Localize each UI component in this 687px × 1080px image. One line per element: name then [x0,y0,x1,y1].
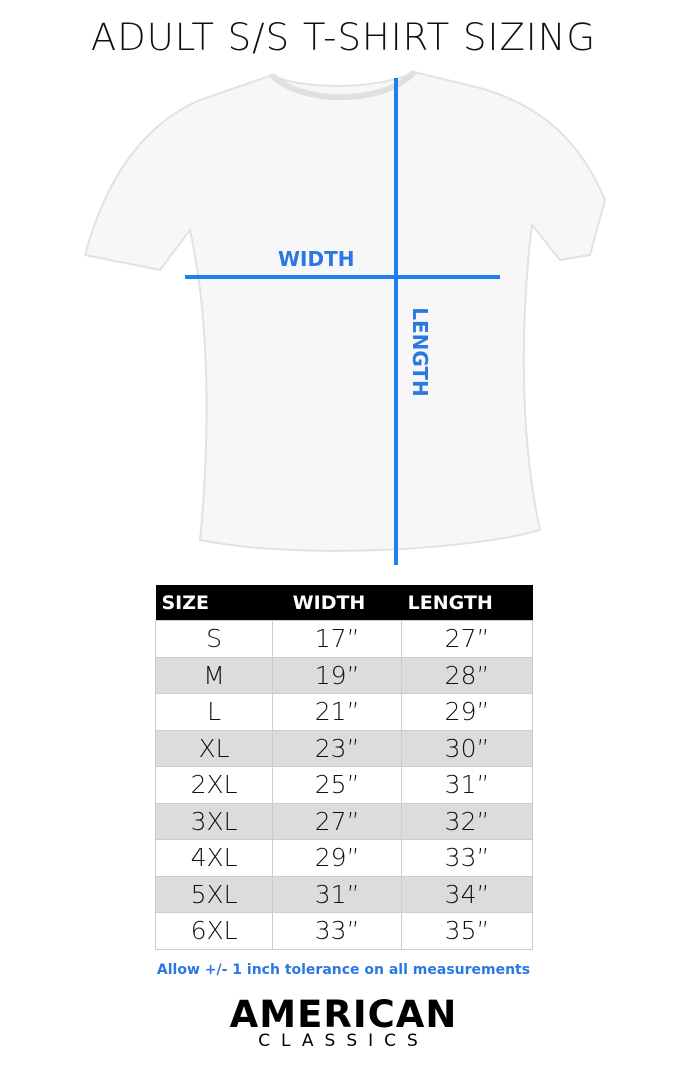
length-label: LENGTH [408,307,432,397]
size-cell: S [154,620,274,658]
size-cell: 2XL [154,766,274,804]
table-header: SIZE WIDTH LENGTH [155,585,533,621]
size-table: SIZE WIDTH LENGTH S 17” 27” M 19” 28” L 21” 29” X… [154,585,533,950]
width-cell: 27” [272,802,403,840]
width-cell: 25” [272,766,403,804]
width-cell: 21” [272,693,403,731]
size-cell: M [154,656,274,694]
tolerance-note: Allow +/- 1 inch tolerance on all measur… [156,962,531,978]
table-row: 2XL 25” 31” [154,766,533,804]
length-cell: 29” [401,693,533,731]
width-cell: 29” [272,839,403,877]
width-cell: 23” [272,729,403,767]
length-cell: 34” [401,875,533,913]
length-cell: 30” [401,729,533,767]
length-cell: 31” [401,766,533,804]
width-cell: 33” [272,912,403,950]
size-cell: 5XL [154,875,274,913]
width-cell: 19” [272,656,403,694]
width-cell: 31” [272,875,403,913]
size-cell: 6XL [154,912,274,950]
table-row: S 17” 27” [154,620,533,658]
header-width: WIDTH [272,585,402,621]
table-row: 3XL 27” 32” [154,802,533,840]
logo-classics: CLASSICS [258,1031,429,1051]
header-length: LENGTH [401,585,533,621]
length-cell: 35” [401,912,533,950]
table-row: 5XL 31” 34” [154,875,533,913]
width-label: WIDTH [278,247,355,271]
length-cell: 28” [401,656,533,694]
collar [269,69,417,101]
length-cell: 27” [401,620,533,658]
page-title: ADULT S/S T-SHIRT SIZING [90,16,597,59]
table-row: M 19” 28” [154,656,533,694]
tshirt-shape [83,70,607,552]
header-size: SIZE [155,585,273,621]
size-cell: 4XL [154,839,274,877]
size-cell: L [154,693,274,731]
size-cell: XL [154,729,274,767]
table-row: L 21” 29” [154,693,533,731]
table-row: 6XL 33” 35” [154,912,533,950]
length-cell: 33” [401,839,533,877]
logo-american: AMERICAN [229,993,458,1036]
tshirt-illustration [83,69,607,565]
table-row: XL 23” 30” [154,729,533,767]
width-cell: 17” [272,620,403,658]
length-cell: 32” [401,802,533,840]
table-row: 4XL 29” 33” [154,839,533,877]
size-cell: 3XL [154,802,274,840]
